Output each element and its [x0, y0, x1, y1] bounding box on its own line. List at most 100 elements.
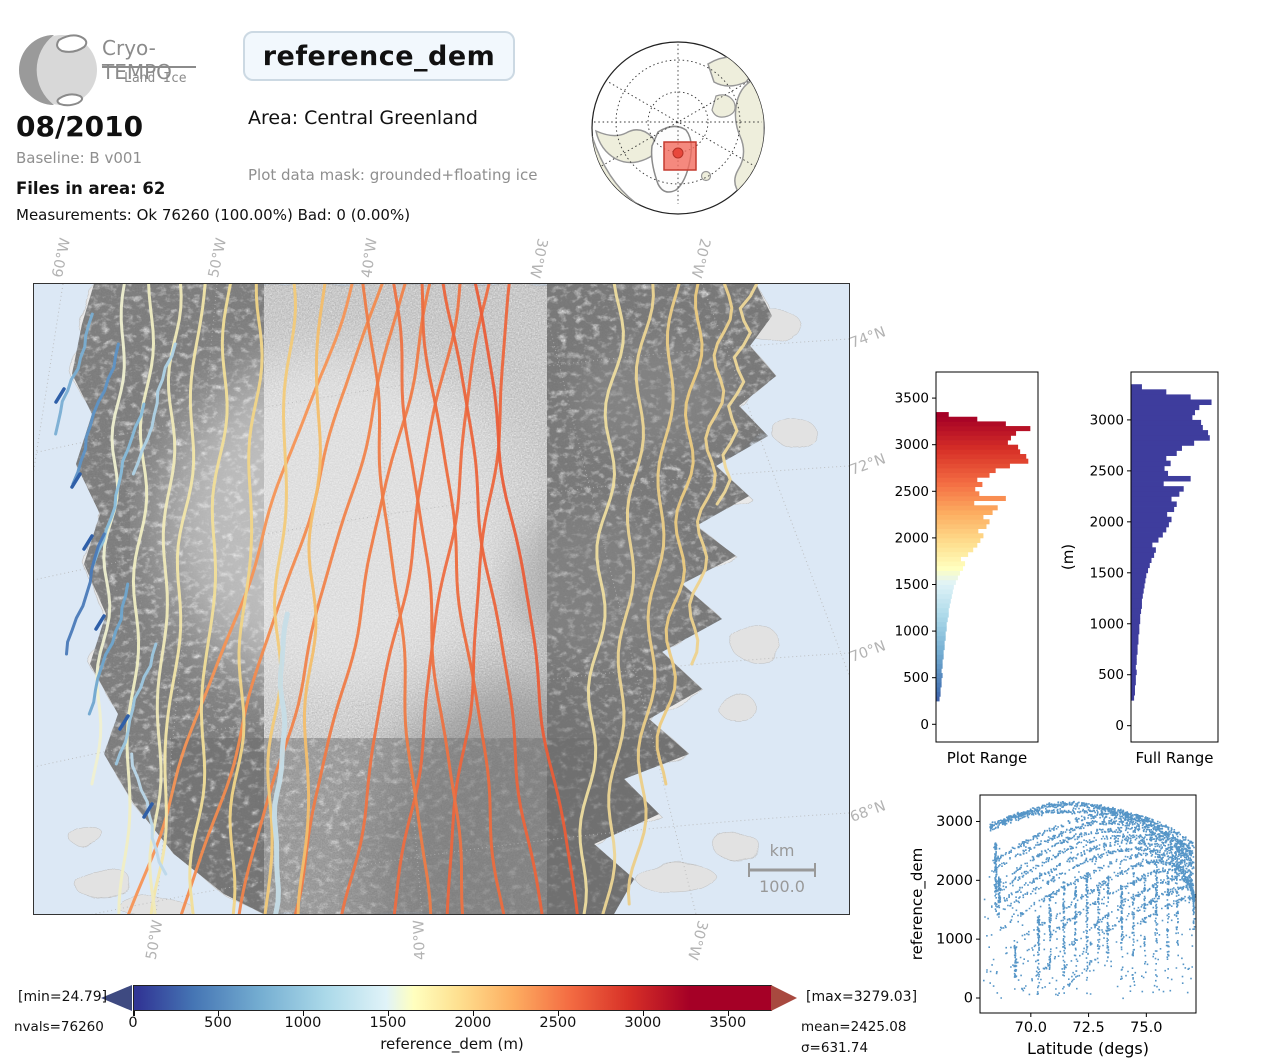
latitude-scatter-plot: 70.0 72.5 75.0 0 1000 2000 3000 Latitude (degs)…	[908, 794, 1197, 1058]
scatter-xtick-label: 70.0	[1015, 1020, 1047, 1036]
ground-track	[54, 312, 94, 436]
longitude-label-top: 30°W	[526, 236, 550, 280]
latitude-label-right: 68°N	[848, 798, 888, 826]
hist-bars	[936, 412, 1031, 702]
hist-tick-label: 3500	[895, 391, 929, 407]
ground-track	[578, 282, 625, 916]
scatter-xlabel: Latitude (degs)	[1027, 1039, 1149, 1058]
hist-title: Full Range	[1136, 749, 1214, 767]
ground-track	[228, 282, 264, 916]
colorbar-tick-label: 2000	[454, 1015, 492, 1031]
hist-tick-label: 2500	[1090, 463, 1124, 479]
colorbar-tick-mark	[302, 1011, 305, 1016]
coastal-track-dab	[82, 534, 94, 551]
ground-track	[420, 282, 506, 916]
ground-track	[293, 282, 432, 916]
hist-tick-label: 1000	[895, 624, 929, 640]
hist-tick-label: 2500	[895, 484, 929, 500]
data-mask-label: Plot data mask: grounded+floating ice	[248, 166, 538, 184]
hist-tick-label: 1500	[1090, 565, 1124, 581]
colorbar-tick-label: 1000	[284, 1015, 322, 1031]
longitude-label-top: 40°W	[359, 237, 381, 279]
ground-track	[441, 282, 544, 916]
ground-track	[114, 642, 158, 766]
colorbar-tick-mark	[727, 1011, 730, 1016]
ground-track	[715, 282, 759, 506]
colorbar-tick-label: 500	[204, 1015, 232, 1031]
colorbar	[133, 985, 772, 1011]
latitude-label-right: 74°N	[848, 324, 888, 352]
colorbar-nvals-label: nvals=76260	[14, 1019, 104, 1035]
hist-tick-label: 0	[1115, 718, 1124, 734]
polar-overview-inset-map	[591, 41, 765, 215]
ground-track	[180, 282, 384, 916]
ground-track	[71, 342, 120, 486]
coastal-low-elevation-segments	[54, 387, 154, 819]
ground-track	[626, 282, 681, 906]
hist-tick-label: 0	[920, 717, 929, 733]
longitude-label-top: 20°W	[687, 236, 713, 280]
hist-title: Plot Range	[947, 749, 1028, 767]
full-range-histogram: 0 500 1000 1500 2000 2500 3000 Full Range (m)	[1060, 371, 1219, 767]
variable-title: reference_dem	[262, 40, 496, 72]
hist-bars	[1131, 384, 1212, 701]
files-in-area-label: Files in area: 62	[16, 179, 166, 198]
latitude-label-right: 72°N	[848, 451, 888, 479]
logo-subtitle: Land Ice	[124, 71, 187, 86]
ground-track	[601, 282, 655, 916]
ground-track	[361, 282, 433, 916]
ground-track	[149, 282, 207, 916]
latitude-label-right: 70°N	[848, 638, 888, 666]
scale-bar: km 100.0	[748, 841, 816, 896]
ground-track	[117, 282, 156, 916]
colorbar-tick-label: 3500	[709, 1015, 747, 1031]
measurements-label: Measurements: Ok 76260 (100.00%) Bad: 0 …	[16, 206, 411, 224]
coastal-track-dab	[54, 387, 66, 404]
logo-title: Cryo-TEMPO	[102, 36, 172, 84]
longitude-label-bottom: 50°W	[143, 918, 167, 962]
colorbar-min-label: [min=24.79]	[18, 989, 108, 1005]
ground-track	[392, 282, 464, 916]
colorbar-tick-mark	[217, 1011, 220, 1016]
colorbar-max-label: [max=3279.03]	[806, 989, 918, 1005]
variable-title-box: reference_dem	[243, 31, 515, 81]
period-label: 08/2010	[16, 110, 144, 143]
colorbar-tick-mark	[642, 1011, 645, 1016]
track-map: km 100.0	[0, 282, 940, 965]
colorbar-mean-label: mean=2425.08	[801, 1019, 907, 1035]
coastal-track-dab	[70, 472, 82, 489]
colorbar-tick-label: 3000	[624, 1015, 662, 1031]
ground-track	[271, 611, 290, 917]
colorbar-axis-label: reference_dem (m)	[380, 1035, 524, 1053]
cryo-tempo-logo-icon	[18, 34, 97, 107]
hist-tick-label: 500	[903, 670, 929, 686]
colorbar-tick-mark	[472, 1011, 475, 1016]
scatter-xtick-label: 72.5	[1072, 1020, 1104, 1036]
ground-track	[90, 282, 126, 786]
area-label: Area: Central Greenland	[248, 107, 478, 129]
scatter-xtick-label: 75.0	[1130, 1020, 1162, 1036]
colorbar-tick-label: 1500	[369, 1015, 407, 1031]
ground-tracks	[54, 282, 759, 917]
scatter-ytick-label: 3000	[936, 814, 973, 830]
hist-tick-label: 2000	[1090, 514, 1124, 530]
ground-track	[148, 282, 183, 916]
hist-tick-label: 500	[1098, 667, 1124, 683]
colorbar-under-arrow	[101, 985, 132, 1011]
coastal-track-dab	[118, 714, 130, 731]
scatter-ylabel: reference_dem	[908, 848, 927, 961]
scatter-points	[983, 800, 1196, 1000]
hist-tick-label: 3000	[895, 437, 929, 453]
colorbar-tick-label: 2500	[539, 1015, 577, 1031]
longitude-label-top: 60°W	[50, 236, 74, 280]
ground-track	[130, 752, 168, 876]
scale-bar-unit: km	[770, 841, 795, 860]
ground-track	[65, 532, 106, 656]
longitude-label-bottom: 40°W	[411, 919, 429, 961]
logo-underline	[102, 66, 196, 68]
ground-track	[296, 282, 327, 916]
ground-track	[445, 282, 511, 916]
colorbar-sigma-label: σ=631.74	[801, 1040, 869, 1056]
inset-graticule	[594, 42, 762, 204]
